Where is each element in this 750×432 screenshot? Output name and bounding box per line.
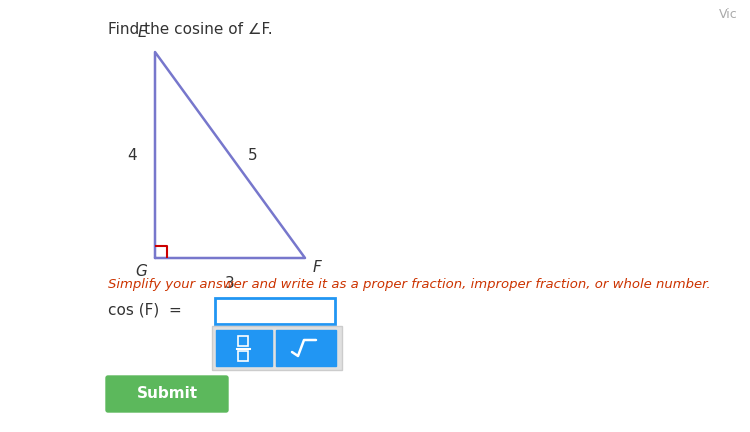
Text: cos (F)  =: cos (F) = <box>108 302 182 318</box>
Text: G: G <box>135 264 147 279</box>
Text: Find the cosine of ∠F.: Find the cosine of ∠F. <box>108 22 273 37</box>
FancyBboxPatch shape <box>215 298 335 324</box>
Text: 5: 5 <box>248 147 258 162</box>
Text: F: F <box>313 260 322 275</box>
Bar <box>238 351 248 361</box>
Text: 3: 3 <box>225 276 235 291</box>
Text: Simplify your answer and write it as a proper fraction, improper fraction, or wh: Simplify your answer and write it as a p… <box>108 278 711 291</box>
Text: Vic: Vic <box>719 8 738 21</box>
Text: E: E <box>137 25 147 40</box>
Text: Submit: Submit <box>136 387 197 401</box>
Bar <box>238 336 248 346</box>
FancyBboxPatch shape <box>276 330 336 366</box>
FancyBboxPatch shape <box>212 326 342 370</box>
FancyBboxPatch shape <box>106 376 228 412</box>
FancyBboxPatch shape <box>216 330 272 366</box>
Text: 4: 4 <box>128 147 137 162</box>
